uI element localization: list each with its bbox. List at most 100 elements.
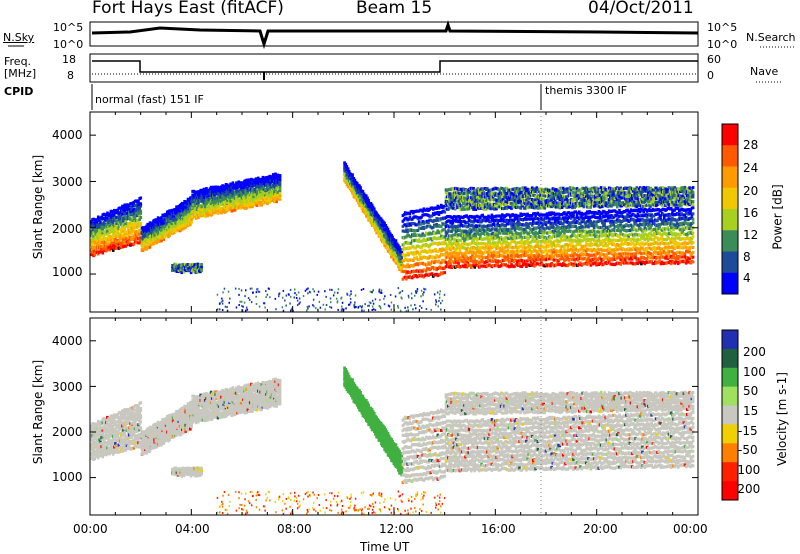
power-cell [443, 228, 447, 231]
velocity-cbar-100: 100 [743, 365, 766, 379]
power-cbar-20: 20 [743, 184, 759, 198]
velocity-cbar-minus15: -15 [738, 424, 758, 438]
time-tick-5: 20:00 [583, 522, 618, 536]
power-cell [278, 174, 282, 178]
freq-trace [92, 60, 698, 73]
power-cell [451, 221, 455, 225]
power-cell [110, 247, 114, 251]
power-cell [230, 209, 234, 213]
power-cell [96, 236, 100, 240]
power-cell [440, 224, 443, 228]
velocity-ytick-4000: 4000 [52, 334, 83, 348]
velocity-cbar-minus200: -200 [733, 482, 761, 496]
power-cell [614, 220, 618, 224]
power-cell [90, 232, 93, 235]
power-cell [139, 209, 143, 213]
power-cell [275, 200, 278, 204]
power-cell [105, 227, 108, 231]
power-cell [107, 246, 110, 250]
power-cell [101, 238, 105, 242]
power-cell [99, 229, 102, 233]
power-cbar-12: 12 [743, 228, 759, 242]
power-cell [96, 215, 100, 219]
cpid-mode-1: normal (fast) 151 IF [95, 93, 204, 106]
power-cell [94, 227, 98, 231]
power-cell [98, 219, 101, 223]
power-cell [110, 224, 114, 228]
power-cell [266, 202, 269, 205]
power-ytick-1000: 1000 [52, 265, 83, 279]
power-cell [117, 239, 121, 243]
power-cell [111, 220, 115, 224]
power-cell [563, 245, 566, 249]
power-cell [278, 188, 282, 192]
power-cell [105, 213, 108, 217]
power-cell [443, 271, 447, 275]
power-cbar-4: 4 [743, 271, 751, 285]
cpid-label: CPID [4, 85, 34, 98]
power-cell [116, 229, 120, 233]
power-cell [139, 216, 143, 219]
power-cell [116, 208, 120, 212]
power-cbar-16: 16 [743, 206, 759, 220]
power-cell [111, 248, 115, 252]
power-cell [108, 237, 111, 241]
power-cell [93, 253, 97, 257]
power-cell [92, 243, 95, 247]
power-cell [453, 257, 457, 261]
velocity-ytick-2000: 2000 [52, 425, 83, 439]
power-cell [95, 220, 99, 224]
power-cell [458, 248, 462, 252]
power-cell [278, 185, 282, 189]
power-cbar-8: 8 [743, 250, 751, 264]
power-cell [94, 237, 98, 241]
power-cell [92, 231, 95, 235]
power-cell [551, 250, 555, 254]
power-cell [99, 235, 102, 239]
time-tick-0: 00:00 [73, 522, 108, 536]
power-cell [394, 239, 398, 243]
sky-right-tick-bottom: 10^0 [707, 38, 738, 51]
power-cell [398, 245, 401, 249]
time-xlabel: Time UT [360, 540, 410, 554]
power-cell [139, 196, 143, 200]
site-title: Fort Hays East (fitACF) [92, 0, 284, 18]
power-cell [91, 229, 94, 233]
power-cell [102, 234, 106, 237]
power-ytick-4000: 4000 [52, 128, 83, 142]
power-cell [400, 266, 404, 270]
time-tick-1: 04:00 [175, 522, 210, 536]
time-tick-6: 00:00 [673, 522, 708, 536]
time-tick-2: 08:00 [277, 522, 312, 536]
power-cell [106, 216, 109, 220]
sky-right-tick-top: 10^5 [707, 21, 738, 34]
power-cell [109, 221, 113, 225]
power-cell [620, 255, 624, 259]
power-cell [98, 239, 101, 243]
power-cell [373, 207, 376, 211]
freq-panel-frame [89, 53, 699, 83]
power-cell [101, 228, 105, 232]
sky-panel-frame [89, 21, 699, 47]
power-cell [101, 224, 105, 228]
nsky-label: N.Sky [3, 31, 35, 44]
power-cell [113, 213, 116, 217]
power-cell [351, 173, 354, 177]
power-cell [125, 230, 129, 234]
power-cell [139, 202, 143, 206]
power-cell [145, 247, 148, 251]
power-cbar-28: 28 [743, 138, 759, 152]
nsearch-label: N.Search [746, 31, 796, 44]
freq-label: Freq. [4, 55, 32, 68]
time-tick-3: 12:00 [379, 522, 414, 536]
sky-noise-trace [91, 20, 699, 50]
freq-left-tick-top: 18 [62, 53, 76, 66]
power-scatter-layer [90, 161, 695, 313]
power-cell [114, 237, 117, 241]
power-cell [278, 191, 282, 195]
power-cell [148, 245, 152, 249]
date-label: 04/Oct/2011 [588, 0, 694, 18]
power-ytick-3000: 3000 [52, 175, 83, 189]
power-cell [619, 244, 622, 248]
